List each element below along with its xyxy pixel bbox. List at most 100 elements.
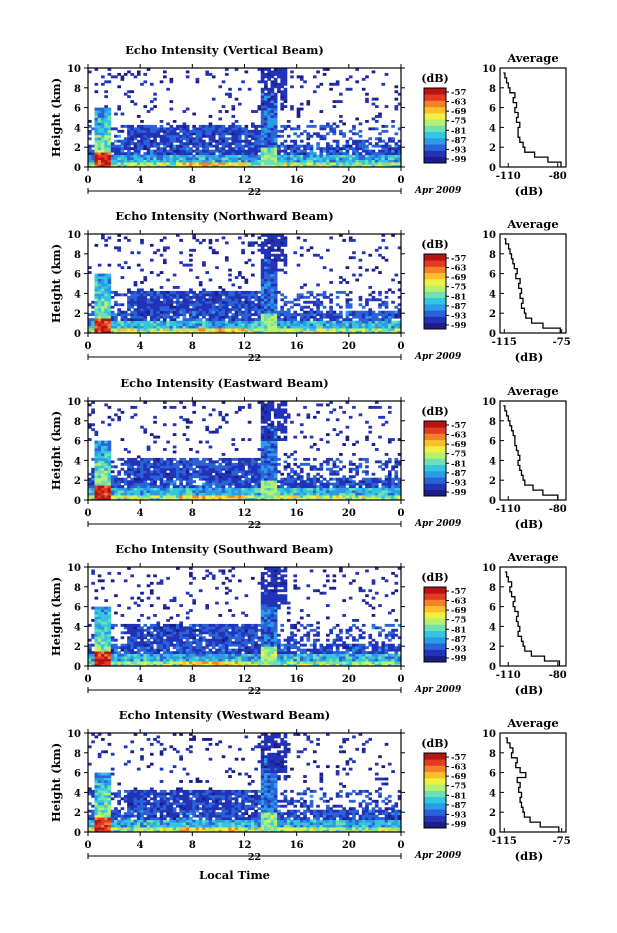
heatmap-cell <box>215 251 219 254</box>
heatmap-cell <box>130 125 134 128</box>
heatmap-cell <box>137 311 141 314</box>
heatmap-cell <box>346 495 350 498</box>
heatmap-cell <box>267 279 271 282</box>
heatmap-cell <box>274 261 278 264</box>
heatmap-cell <box>101 483 105 486</box>
heatmap-cell <box>271 296 275 299</box>
heatmap-cell <box>124 152 128 155</box>
heatmap-cell <box>271 110 275 113</box>
heatmap-cell <box>280 125 284 128</box>
heatmap-cell <box>192 311 196 314</box>
heatmap-cell <box>199 318 203 321</box>
heatmap-cell <box>245 293 249 296</box>
heatmap-cell <box>215 478 219 481</box>
heatmap-cell <box>199 301 203 304</box>
heatmap-cell <box>150 321 154 324</box>
heatmap-cell <box>261 103 265 106</box>
heatmap-cell <box>352 239 356 242</box>
heatmap-cell <box>238 483 242 486</box>
heatmap-cell <box>303 147 307 150</box>
heatmap-cell <box>114 478 118 481</box>
heatmap-cell <box>297 135 301 138</box>
heatmap-cell <box>101 468 105 471</box>
heatmap-cell <box>199 137 203 140</box>
heatmap-cell <box>261 110 265 113</box>
heatmap-cell <box>319 152 323 155</box>
heatmap-cell <box>267 306 271 309</box>
heatmap-cell <box>150 306 154 309</box>
heatmap-cell <box>160 155 164 158</box>
heatmap-cell <box>349 137 353 140</box>
heatmap-cell <box>261 150 265 153</box>
heatmap-cell <box>342 132 346 135</box>
heatmap-cell <box>186 291 190 294</box>
heatmap-cell <box>225 155 229 158</box>
heatmap-cell <box>215 125 219 128</box>
heatmap-cell <box>209 132 213 135</box>
heatmap-cell <box>108 127 112 130</box>
heatmap-cell <box>352 160 356 163</box>
heatmap-cell <box>104 458 108 461</box>
heatmap-cell <box>329 326 333 329</box>
heatmap-cell <box>199 311 203 314</box>
heatmap-cell <box>251 475 255 478</box>
heatmap-cell <box>277 155 281 158</box>
heatmap-cell <box>267 137 271 140</box>
heatmap-cell <box>150 152 154 155</box>
heatmap-cell <box>212 152 216 155</box>
heatmap-cell <box>329 130 333 133</box>
heatmap-cell <box>101 135 105 138</box>
heatmap-cell <box>254 488 258 491</box>
heatmap-cell <box>261 88 265 91</box>
heatmap-cell <box>238 470 242 473</box>
heatmap-cell <box>137 470 141 473</box>
heatmap-cell <box>134 296 138 299</box>
heatmap-cell <box>134 463 138 466</box>
heatmap-cell <box>300 475 304 478</box>
heatmap-cell <box>189 142 193 145</box>
heatmap-cell <box>336 157 340 160</box>
heatmap-cell <box>277 157 281 160</box>
heatmap-cell <box>310 293 314 296</box>
heatmap-cell <box>287 301 291 304</box>
heatmap-cell <box>287 455 291 458</box>
heatmap-cell <box>280 160 284 163</box>
heatmap-cell <box>300 132 304 135</box>
heatmap-cell <box>147 160 151 163</box>
profile-y-tick-label: 6 <box>489 104 496 115</box>
heatmap-cell <box>121 142 125 145</box>
heatmap-cell <box>290 326 294 329</box>
heatmap-cell <box>274 485 278 488</box>
heatmap-cell <box>137 147 141 150</box>
heatmap-cell <box>241 470 245 473</box>
heatmap-cell <box>297 155 301 158</box>
heatmap-cell <box>245 470 249 473</box>
heatmap-cell <box>297 321 301 324</box>
heatmap-cell <box>153 98 157 101</box>
heatmap-cell <box>284 408 288 411</box>
heatmap-cell <box>192 323 196 326</box>
heatmap-cell <box>147 140 151 143</box>
heatmap-cell <box>267 288 271 291</box>
heatmap-cell <box>202 316 206 319</box>
heatmap-cell <box>388 316 392 319</box>
heatmap-cell <box>209 135 213 138</box>
heatmap-cell <box>271 241 275 244</box>
heatmap-cell <box>98 145 102 148</box>
heatmap-cell <box>176 488 180 491</box>
heatmap-cell <box>261 473 265 476</box>
heatmap-cell <box>284 140 288 143</box>
heatmap-cell <box>192 480 196 483</box>
heatmap-cell <box>248 293 252 296</box>
heatmap-cell <box>189 313 193 316</box>
heatmap-cell <box>290 480 294 483</box>
heatmap-cell <box>290 147 294 150</box>
heatmap-cell <box>394 328 398 331</box>
heatmap-cell <box>235 132 239 135</box>
heatmap-cell <box>245 281 249 284</box>
heatmap-cell <box>143 301 147 304</box>
heatmap-cell <box>235 127 239 130</box>
heatmap-cell <box>339 276 343 279</box>
heatmap-cell <box>316 70 320 73</box>
heatmap-cell <box>173 137 177 140</box>
